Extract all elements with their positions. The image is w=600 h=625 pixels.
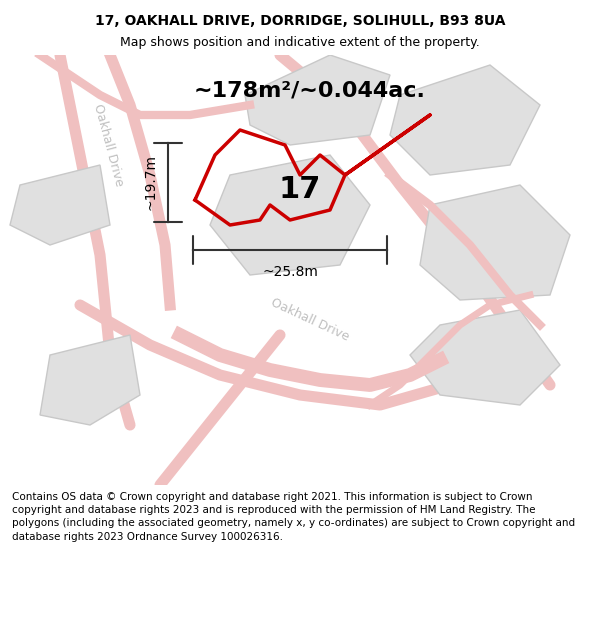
Text: ~178m²/~0.044ac.: ~178m²/~0.044ac. (194, 80, 426, 100)
Polygon shape (390, 65, 540, 175)
Polygon shape (10, 165, 110, 245)
Polygon shape (245, 55, 390, 145)
Text: ~25.8m: ~25.8m (262, 265, 318, 279)
Text: Oakhall Drive: Oakhall Drive (269, 296, 351, 344)
Text: ~19.7m: ~19.7m (143, 154, 157, 211)
Text: Oakhall Drive: Oakhall Drive (91, 102, 125, 188)
Polygon shape (40, 335, 140, 425)
Text: Map shows position and indicative extent of the property.: Map shows position and indicative extent… (120, 36, 480, 49)
Polygon shape (410, 310, 560, 405)
Text: 17, OAKHALL DRIVE, DORRIDGE, SOLIHULL, B93 8UA: 17, OAKHALL DRIVE, DORRIDGE, SOLIHULL, B… (95, 14, 505, 28)
Polygon shape (210, 155, 370, 275)
Text: 17: 17 (279, 176, 321, 204)
Polygon shape (420, 185, 570, 300)
Text: Contains OS data © Crown copyright and database right 2021. This information is : Contains OS data © Crown copyright and d… (12, 492, 575, 542)
